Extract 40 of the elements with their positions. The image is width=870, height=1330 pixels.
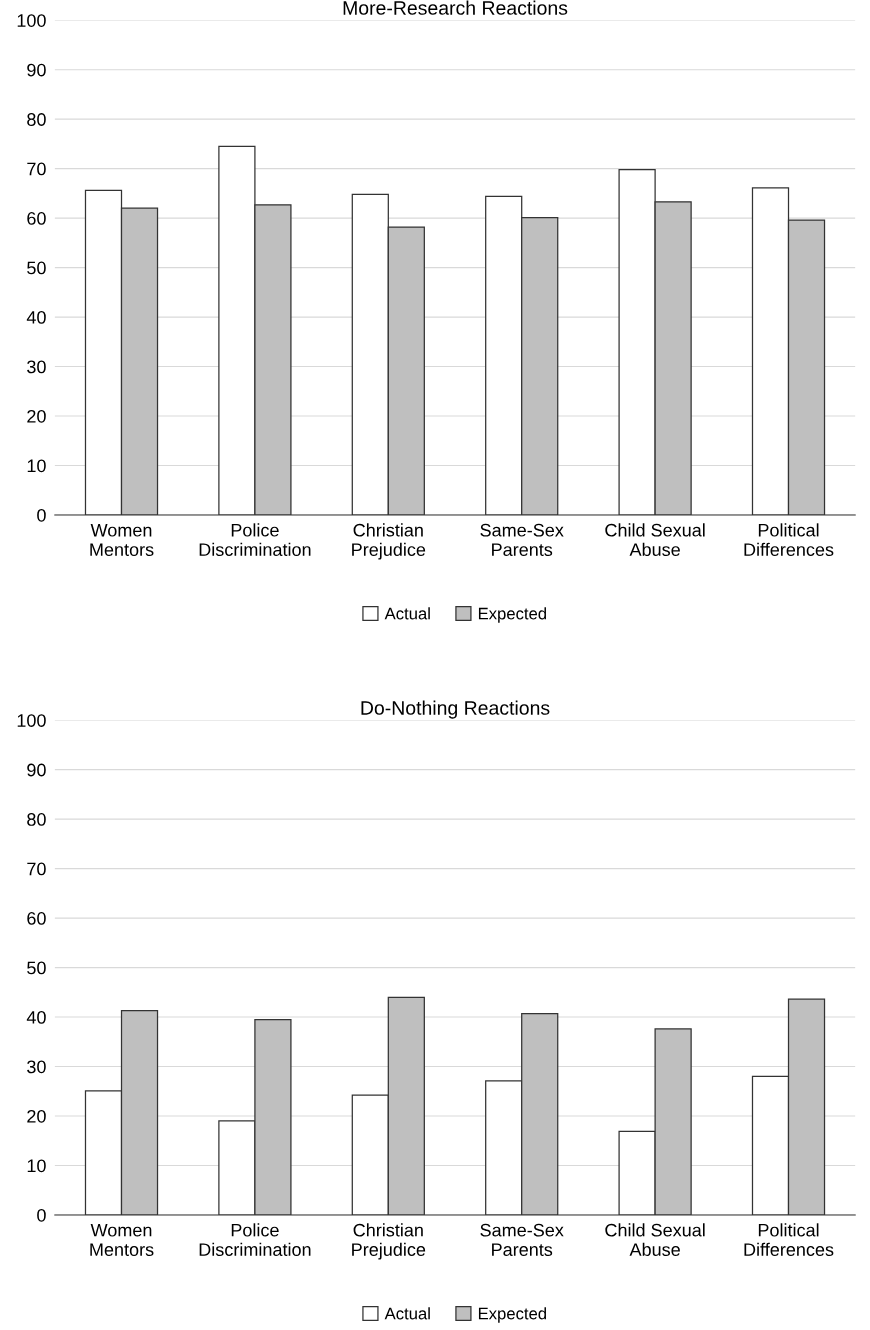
x-tick-label: Christian Prejudice bbox=[352, 1223, 426, 1260]
y-tick-label: 40 bbox=[26, 1010, 46, 1024]
y-tick-label: 0 bbox=[37, 1208, 46, 1222]
y-tick-label: 60 bbox=[27, 912, 46, 925]
y-tick-label: 100 bbox=[17, 714, 46, 727]
x-tick-label: Child Sexual Abuse bbox=[605, 523, 705, 557]
x-tick-label: Same-Sex Parents bbox=[480, 1223, 564, 1256]
legend-label: Expected bbox=[478, 607, 547, 623]
y-tick-label: 50 bbox=[27, 261, 46, 275]
y-tick-label: 20 bbox=[27, 409, 46, 423]
x-tick-label: Political Differences bbox=[744, 1223, 834, 1256]
chart-title: More-Research Reactions bbox=[343, 0, 568, 15]
x-tick-label: Child Sexual Abuse bbox=[605, 1223, 705, 1256]
y-tick-label: 10 bbox=[27, 459, 46, 473]
x-tick-label: Same-Sex Parents bbox=[480, 523, 564, 557]
x-tick-label: Police Discrimination bbox=[199, 523, 311, 557]
legend-label: Expected bbox=[478, 1307, 547, 1323]
x-tick-label: Christian Prejudice bbox=[352, 523, 426, 560]
y-tick-label: 40 bbox=[26, 311, 46, 324]
chart-title: Do-Nothing Reactions bbox=[361, 700, 550, 719]
x-tick-label: Women Mentors bbox=[90, 523, 154, 557]
y-tick-label: 0 bbox=[37, 508, 46, 522]
legend-label: Actual bbox=[384, 607, 430, 620]
y-tick-label: 80 bbox=[27, 813, 46, 826]
y-tick-label: 100 bbox=[17, 14, 46, 27]
y-tick-label: 80 bbox=[27, 113, 46, 126]
y-tick-label: 90 bbox=[27, 763, 46, 777]
x-tick-label: Police Discrimination bbox=[199, 1223, 311, 1256]
legend-label: Actual bbox=[384, 1307, 430, 1320]
y-tick-label: 30 bbox=[27, 360, 46, 374]
y-tick-label: 90 bbox=[27, 63, 46, 77]
y-tick-label: 30 bbox=[27, 1060, 46, 1074]
y-tick-label: 10 bbox=[27, 1159, 46, 1173]
y-tick-label: 70 bbox=[27, 162, 46, 176]
y-tick-label: 20 bbox=[27, 1109, 46, 1123]
y-tick-label: 50 bbox=[27, 961, 46, 975]
x-tick-label: Women Mentors bbox=[90, 1223, 154, 1256]
y-tick-label: 60 bbox=[27, 212, 46, 225]
x-tick-label: Political Differences bbox=[744, 523, 834, 557]
y-tick-label: 70 bbox=[27, 862, 46, 876]
